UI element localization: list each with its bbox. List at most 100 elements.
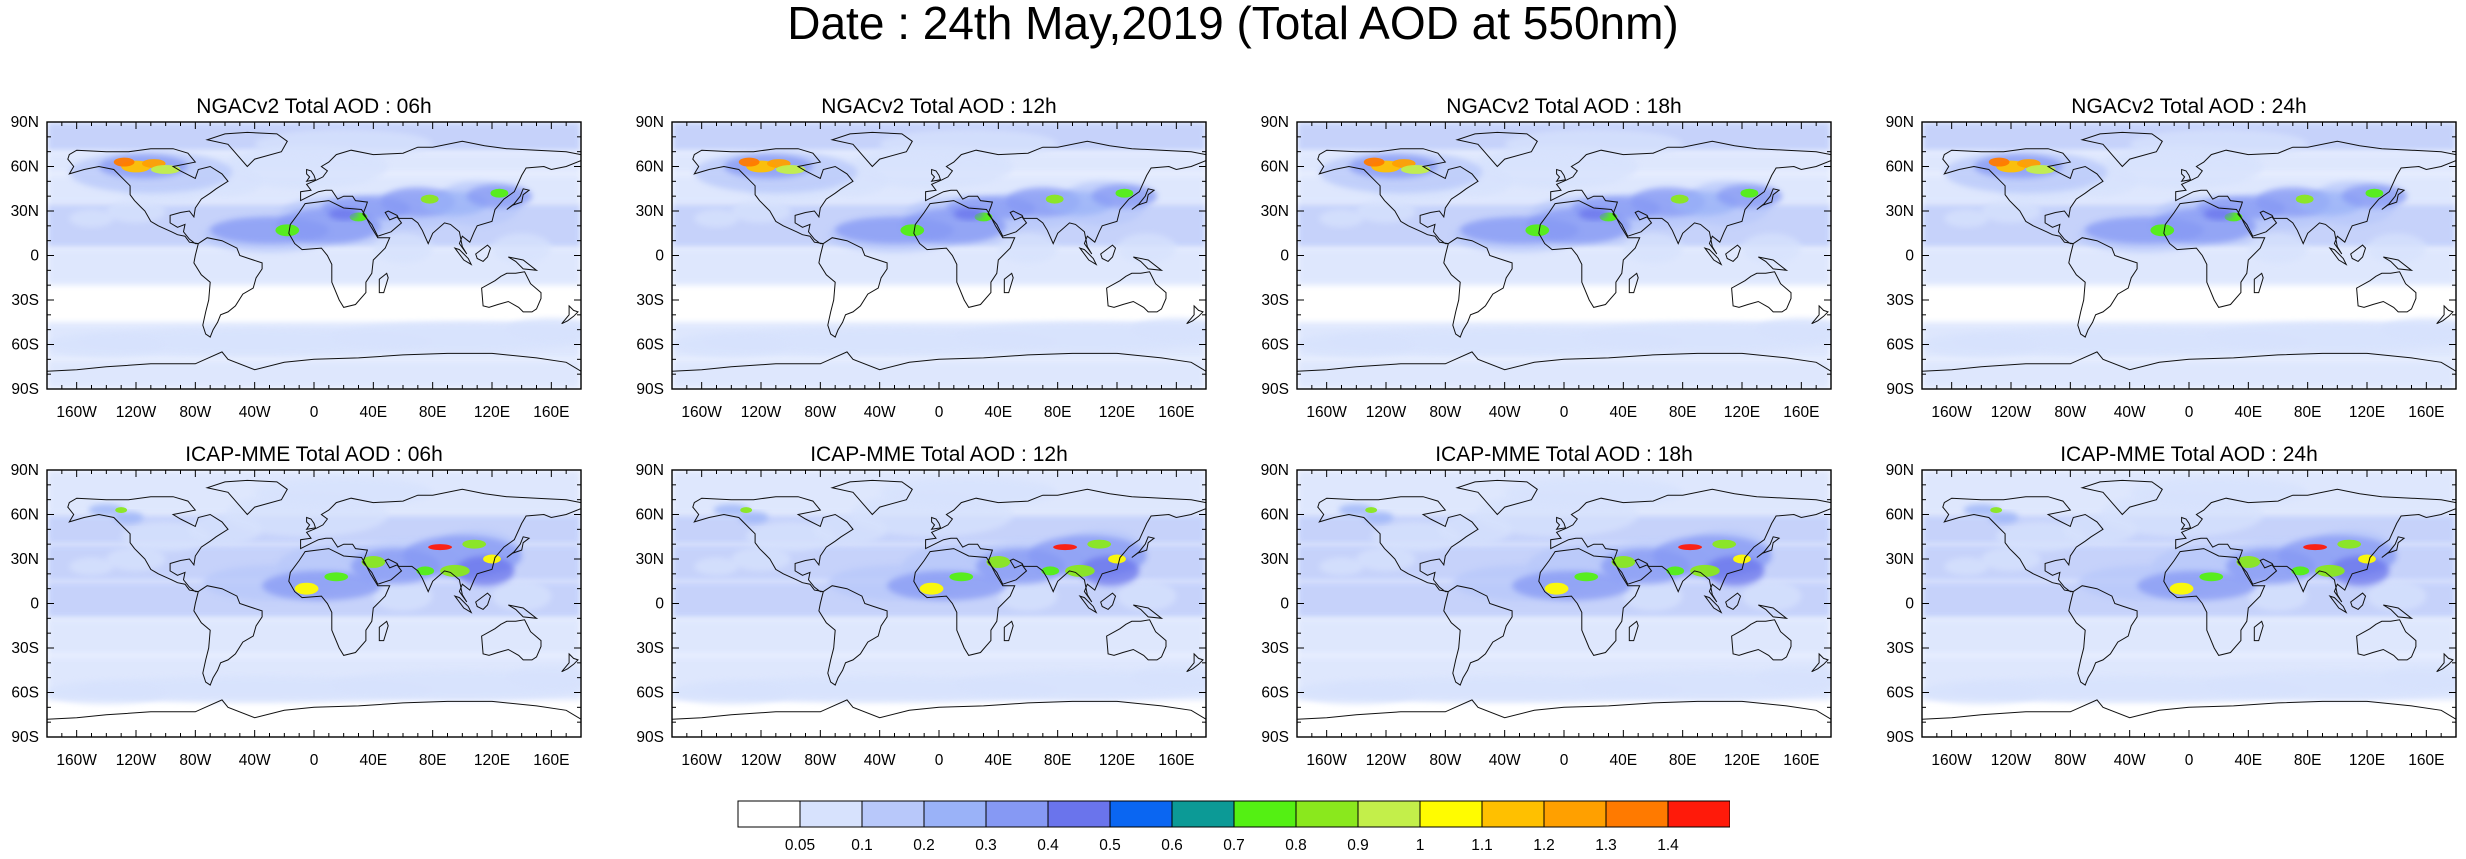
aod-field xyxy=(1297,470,1831,737)
lat-tick-label: 30S xyxy=(11,292,39,309)
lon-tick-label: 0 xyxy=(310,752,319,769)
lat-tick-label: 60N xyxy=(1261,507,1289,524)
map-panel: NGACv2 Total AOD : 24h 90N 60N 30N 0 30S 60S 90… xyxy=(1875,90,2466,430)
lat-tick-label: 90N xyxy=(1261,462,1289,479)
lat-tick-label: 30N xyxy=(11,551,39,568)
lon-tick-label: 120E xyxy=(474,752,510,769)
lon-tick-label: 120W xyxy=(116,404,157,421)
map-svg: NGACv2 Total AOD : 24h 90N 60N 30N 0 30S 60S 90… xyxy=(1886,95,2457,421)
lon-tick-label: 40E xyxy=(985,752,1013,769)
lon-tick-label: 80E xyxy=(1044,404,1072,421)
lat-tick-label: 90N xyxy=(636,114,664,131)
lat-tick-label: 90S xyxy=(11,729,39,746)
panel-title: ICAP-MME Total AOD : 06h xyxy=(185,443,443,466)
lon-tick-label: 80E xyxy=(1669,404,1697,421)
lat-tick-label: 60S xyxy=(1886,337,1914,354)
lon-tick-label: 0 xyxy=(1560,752,1569,769)
lon-tick-label: 40W xyxy=(1489,752,1521,769)
lon-tick-label: 80W xyxy=(804,404,836,421)
lat-tick-label: 90N xyxy=(1886,114,1914,131)
map-svg: ICAP-MME Total AOD : 06h 90N 60N 30N 0 30S 60S… xyxy=(11,443,582,769)
lat-tick-label: 30S xyxy=(11,640,39,657)
colorbar-swatch xyxy=(799,800,863,828)
lat-tick-label: 30S xyxy=(1261,292,1289,309)
colorbar-label: 0.8 xyxy=(1285,837,1307,854)
lat-tick-label: 0 xyxy=(655,596,664,613)
aod-field xyxy=(1922,470,2456,737)
colorbar-label: 0.1 xyxy=(851,837,873,854)
lat-tick-label: 90N xyxy=(1886,462,1914,479)
lon-tick-label: 160E xyxy=(1783,752,1819,769)
lon-tick-label: 40W xyxy=(239,404,271,421)
colorbar-label: 0.4 xyxy=(1037,837,1059,854)
lon-tick-label: 80E xyxy=(1044,752,1072,769)
colorbar-swatch xyxy=(923,800,987,828)
lat-tick-label: 0 xyxy=(30,248,39,265)
lat-tick-label: 0 xyxy=(1905,596,1914,613)
map-panel: ICAP-MME Total AOD : 12h 90N 60N 30N 0 30S 60S… xyxy=(625,438,1225,778)
map-panel: ICAP-MME Total AOD : 18h 90N 60N 30N 0 30S 60S… xyxy=(1250,438,1850,778)
colorbar-swatch xyxy=(1357,800,1421,828)
lon-tick-label: 120W xyxy=(741,752,782,769)
map-svg: NGACv2 Total AOD : 12h 90N 60N 30N 0 30S 60S 90… xyxy=(636,95,1207,421)
lat-tick-label: 60S xyxy=(11,337,39,354)
lon-tick-label: 160W xyxy=(56,404,97,421)
lat-tick-label: 30N xyxy=(636,203,664,220)
colorbar-swatch xyxy=(1109,800,1173,828)
panel-title: NGACv2 Total AOD : 18h xyxy=(1446,95,1681,118)
lon-tick-label: 160E xyxy=(533,752,569,769)
map-panel: NGACv2 Total AOD : 18h 90N 60N 30N 0 30S 60S 90… xyxy=(1250,90,1850,430)
colorbar-label: 0.3 xyxy=(975,837,997,854)
lat-tick-label: 0 xyxy=(1280,596,1289,613)
colorbar-swatch xyxy=(1047,800,1111,828)
colorbar-label: 0.9 xyxy=(1347,837,1369,854)
lon-tick-label: 120E xyxy=(1099,752,1135,769)
map-svg: ICAP-MME Total AOD : 18h 90N 60N 30N 0 30S 60S… xyxy=(1261,443,1832,769)
lon-tick-label: 40W xyxy=(1489,404,1521,421)
lon-tick-label: 80W xyxy=(804,752,836,769)
lon-tick-label: 120W xyxy=(1366,404,1407,421)
colorbar-label: 0.7 xyxy=(1223,837,1245,854)
lon-tick-label: 0 xyxy=(2185,404,2194,421)
lon-tick-label: 160W xyxy=(1931,404,1972,421)
lon-tick-label: 120W xyxy=(1991,752,2032,769)
lat-tick-label: 0 xyxy=(30,596,39,613)
lat-tick-label: 60N xyxy=(1886,159,1914,176)
lon-tick-label: 40E xyxy=(2235,752,2263,769)
lon-tick-label: 80E xyxy=(2294,752,2322,769)
lon-tick-label: 40W xyxy=(239,752,271,769)
colorbar-swatch xyxy=(1419,800,1483,828)
colorbar-label: 0.2 xyxy=(913,837,935,854)
aod-field xyxy=(47,122,581,389)
colorbar-swatch xyxy=(1295,800,1359,828)
map-panel: NGACv2 Total AOD : 06h 90N 60N 30N 0 30S 60S 90… xyxy=(0,90,600,430)
lon-tick-label: 160E xyxy=(533,404,569,421)
lon-tick-label: 120E xyxy=(2349,752,2385,769)
colorbar-label: 0.5 xyxy=(1099,837,1121,854)
lat-tick-label: 60N xyxy=(11,159,39,176)
colorbar-label: 1.2 xyxy=(1533,837,1555,854)
colorbar-label: 0.05 xyxy=(785,837,815,854)
lon-tick-label: 40E xyxy=(2235,404,2263,421)
colorbar-swatch xyxy=(1171,800,1235,828)
lon-tick-label: 80E xyxy=(1669,752,1697,769)
map-svg: ICAP-MME Total AOD : 12h 90N 60N 30N 0 30S 60S… xyxy=(636,443,1207,769)
colorbar-swatch xyxy=(985,800,1049,828)
lat-tick-label: 30S xyxy=(1261,640,1289,657)
lat-tick-label: 90S xyxy=(1261,729,1289,746)
lon-tick-label: 80W xyxy=(179,404,211,421)
lat-tick-label: 30N xyxy=(1886,551,1914,568)
lat-tick-label: 60N xyxy=(636,159,664,176)
lon-tick-label: 80E xyxy=(2294,404,2322,421)
aod-field xyxy=(672,470,1206,737)
panel-title: NGACv2 Total AOD : 12h xyxy=(821,95,1056,118)
colorbar-label: 1.1 xyxy=(1471,837,1493,854)
panel-title: ICAP-MME Total AOD : 18h xyxy=(1435,443,1693,466)
lat-tick-label: 30S xyxy=(1886,292,1914,309)
lon-tick-label: 120E xyxy=(1099,404,1135,421)
lat-tick-label: 60S xyxy=(1886,685,1914,702)
lon-tick-label: 120W xyxy=(116,752,157,769)
lon-tick-label: 40W xyxy=(2114,752,2146,769)
lon-tick-label: 160W xyxy=(56,752,97,769)
figure-title: Date : 24th May,2019 (Total AOD at 550nm… xyxy=(787,0,1679,49)
